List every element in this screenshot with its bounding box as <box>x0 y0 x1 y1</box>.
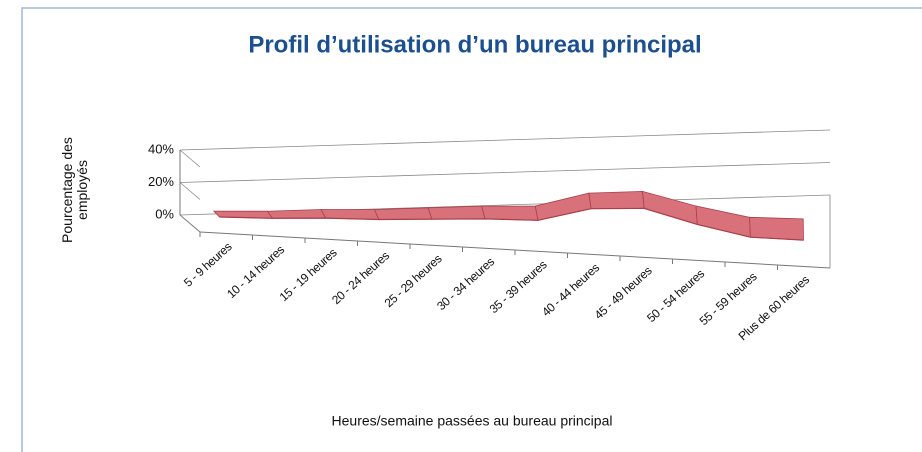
side-grid-line <box>179 149 201 168</box>
ribbon-face <box>481 205 539 221</box>
x-axis-label: Heures/semaine passées au bureau princip… <box>332 413 613 429</box>
y-axis-label: Pourcentage des employés <box>59 137 90 243</box>
ribbon-face <box>642 190 698 225</box>
ribbon-face <box>695 205 751 238</box>
grid-line <box>179 162 831 183</box>
chart-title: Profil d’utilisation d’un bureau princip… <box>248 31 701 58</box>
grid-line <box>179 129 831 151</box>
ribbon-face <box>534 192 592 221</box>
y-tick-label: 40% <box>148 141 174 156</box>
ribbon-face <box>749 216 804 241</box>
ribbon-face <box>266 209 327 219</box>
ribbon-face <box>588 190 645 210</box>
ribbon-face <box>427 205 486 220</box>
side-grid-line <box>179 214 201 233</box>
y-tick-label: 20% <box>148 174 174 189</box>
line-series <box>219 207 804 241</box>
side-grid-line <box>179 182 201 200</box>
y-tick-label: 0% <box>155 206 174 221</box>
x-tick-label: 5 - 9 heures <box>181 239 235 289</box>
ribbon-face <box>373 207 433 220</box>
frame <box>21 7 922 452</box>
